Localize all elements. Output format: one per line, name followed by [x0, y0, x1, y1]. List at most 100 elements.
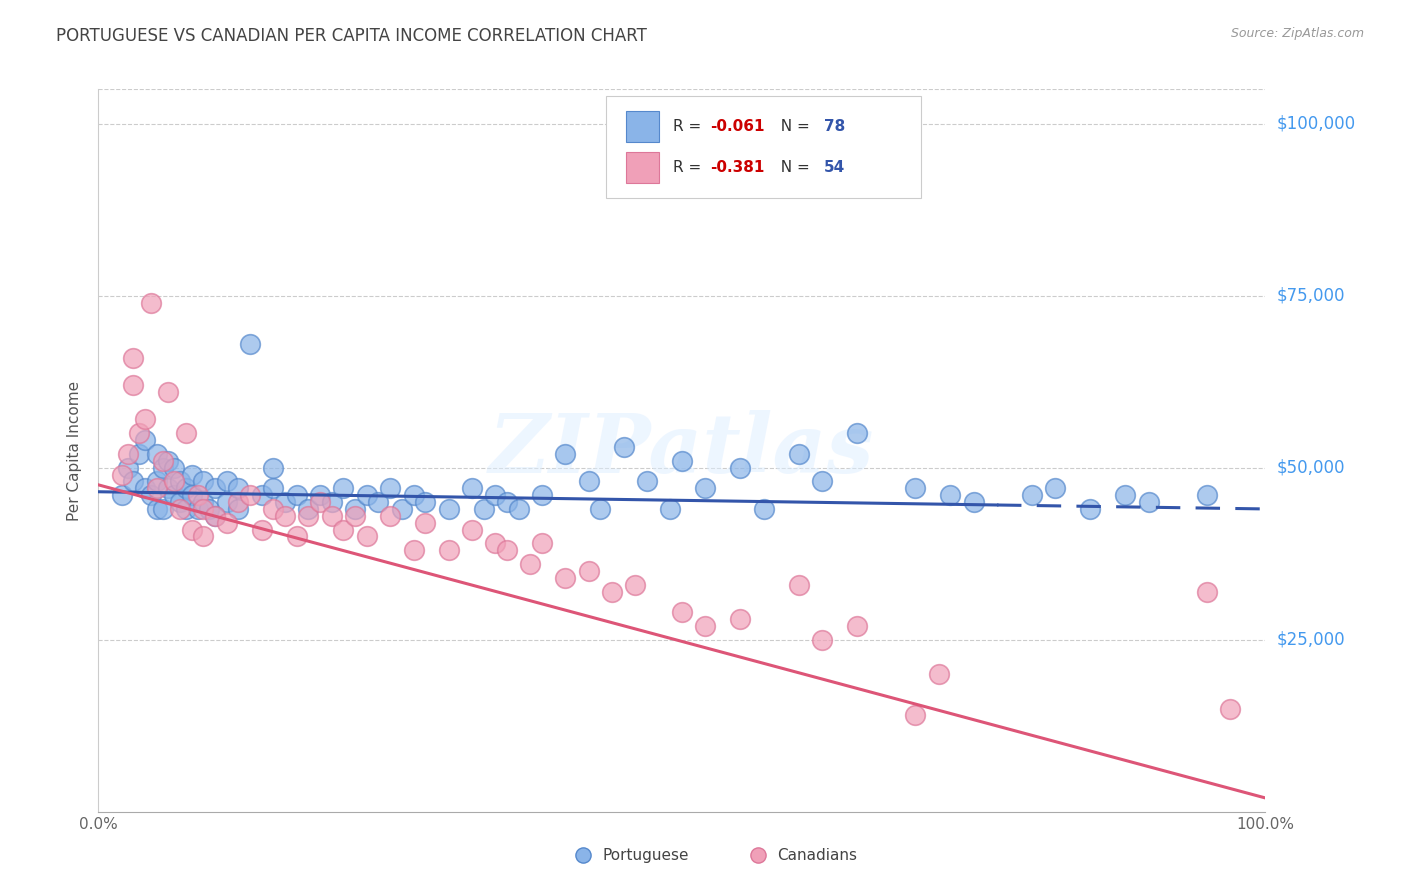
Point	[169, 495, 191, 509]
Point	[187, 502, 209, 516]
Point	[344, 508, 367, 523]
Point	[367, 495, 389, 509]
Point	[228, 481, 250, 495]
Text: N =: N =	[770, 161, 814, 175]
Text: 78: 78	[824, 119, 845, 134]
Point	[309, 488, 332, 502]
Point	[239, 488, 262, 502]
Point	[413, 495, 436, 509]
Point	[752, 502, 775, 516]
Point	[321, 495, 343, 509]
Point	[204, 508, 226, 523]
Point	[146, 447, 169, 461]
Point	[128, 447, 150, 461]
Point	[285, 488, 308, 502]
Point	[174, 481, 197, 495]
Point	[461, 481, 484, 495]
Point	[846, 426, 869, 441]
Point	[530, 536, 553, 550]
Point	[695, 619, 717, 633]
Point	[180, 467, 202, 482]
Point	[187, 488, 209, 502]
Point	[904, 481, 927, 495]
Point	[613, 440, 636, 454]
Y-axis label: Per Capita Income: Per Capita Income	[67, 380, 83, 521]
Text: Canadians: Canadians	[778, 847, 858, 863]
Point	[484, 536, 506, 550]
Point	[274, 508, 297, 523]
Point	[846, 619, 869, 633]
Point	[250, 523, 273, 537]
Point	[1219, 701, 1241, 715]
Point	[1114, 488, 1136, 502]
Point	[250, 488, 273, 502]
Point	[730, 460, 752, 475]
Point	[671, 454, 693, 468]
Text: $50,000: $50,000	[1277, 458, 1346, 476]
Point	[904, 708, 927, 723]
Point	[402, 543, 425, 558]
Point	[472, 502, 495, 516]
Point	[811, 475, 834, 489]
Point	[461, 523, 484, 537]
Point	[139, 488, 162, 502]
Point	[787, 577, 810, 591]
Point	[163, 488, 186, 502]
Point	[496, 495, 519, 509]
Point	[193, 495, 215, 509]
Point	[747, 805, 769, 819]
Point	[1045, 481, 1067, 495]
Text: 54: 54	[824, 161, 845, 175]
Point	[496, 543, 519, 558]
Point	[117, 460, 139, 475]
Point	[146, 481, 169, 495]
Point	[174, 426, 197, 441]
Point	[198, 502, 221, 516]
Point	[122, 378, 145, 392]
Point	[204, 508, 226, 523]
Point	[332, 523, 354, 537]
Point	[111, 467, 134, 482]
Point	[1195, 584, 1218, 599]
Point	[402, 488, 425, 502]
Point	[174, 502, 197, 516]
Point	[671, 605, 693, 619]
Point	[169, 475, 191, 489]
Point	[193, 475, 215, 489]
Point	[380, 481, 402, 495]
Point	[344, 502, 367, 516]
Point	[695, 481, 717, 495]
Point	[391, 502, 413, 516]
Point	[811, 632, 834, 647]
Point	[204, 481, 226, 495]
Point	[215, 475, 238, 489]
Point	[437, 543, 460, 558]
Point	[152, 454, 174, 468]
Point	[962, 495, 984, 509]
Point	[309, 495, 332, 509]
Point	[1080, 502, 1102, 516]
Point	[1195, 488, 1218, 502]
Point	[928, 667, 950, 681]
Point	[484, 488, 506, 502]
Point	[134, 433, 156, 447]
Point	[157, 384, 180, 399]
Point	[262, 502, 284, 516]
Point	[146, 502, 169, 516]
Point	[636, 475, 658, 489]
Point	[180, 523, 202, 537]
Point	[530, 488, 553, 502]
Point	[262, 460, 284, 475]
Point	[157, 481, 180, 495]
Point	[274, 495, 297, 509]
Point	[215, 516, 238, 530]
Point	[571, 805, 593, 819]
Text: Portuguese: Portuguese	[603, 847, 689, 863]
Point	[508, 502, 530, 516]
Point	[380, 508, 402, 523]
Point	[297, 508, 319, 523]
Text: N =: N =	[770, 119, 814, 134]
Point	[332, 481, 354, 495]
Point	[297, 502, 319, 516]
Point	[193, 502, 215, 516]
